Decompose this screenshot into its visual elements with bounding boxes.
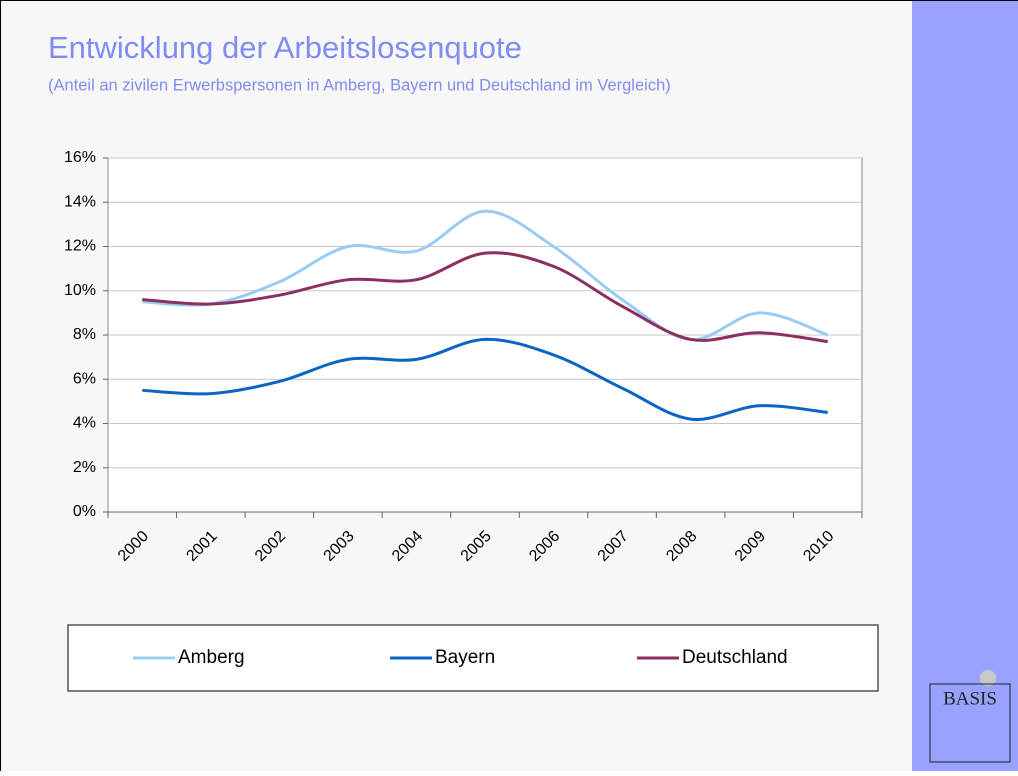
y-tick-label: 14%	[64, 193, 96, 210]
logo-dot	[980, 670, 996, 686]
legend-box	[67, 624, 879, 692]
y-tick-label: 16%	[64, 149, 96, 166]
chart-title: Entwicklung der Arbeitslosenquote	[48, 30, 522, 65]
series-line	[142, 209, 829, 341]
side-strip	[912, 1, 1018, 771]
series-line	[142, 337, 828, 421]
legend-label: Amberg	[178, 647, 245, 668]
legend-label: Bayern	[435, 647, 495, 668]
y-tick-label: 0%	[73, 503, 96, 520]
y-tick-label: 6%	[73, 370, 96, 387]
y-tick-label: 8%	[73, 326, 96, 343]
y-tick-label: 4%	[73, 415, 96, 432]
y-tick-label: 12%	[64, 238, 96, 255]
logo: BASIS	[943, 688, 997, 709]
logo-frame	[929, 683, 1011, 763]
chart-subtitle: (Anteil an zivilen Erwerbspersonen in Am…	[48, 76, 671, 94]
y-tick-label: 2%	[73, 459, 96, 476]
series-line	[142, 251, 828, 344]
legend-label: Deutschland	[682, 647, 788, 668]
y-tick-label: 10%	[64, 282, 96, 299]
